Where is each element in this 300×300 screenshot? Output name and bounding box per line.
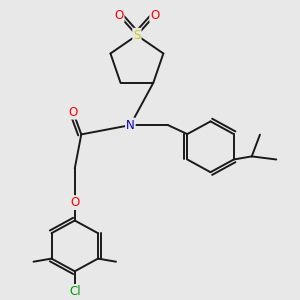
Text: O: O	[68, 106, 78, 118]
Text: O: O	[114, 9, 124, 22]
Text: O: O	[70, 196, 80, 209]
Text: O: O	[150, 9, 160, 22]
Text: S: S	[133, 29, 141, 42]
Text: Cl: Cl	[69, 285, 81, 298]
Text: N: N	[126, 118, 135, 132]
